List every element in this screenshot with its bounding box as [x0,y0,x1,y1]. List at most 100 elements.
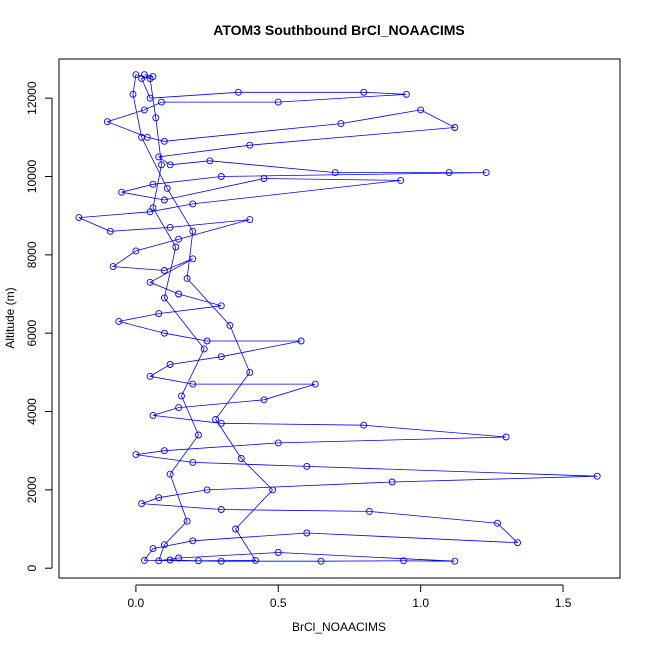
data-point [189,255,197,263]
data-point [365,507,373,515]
data-point [217,506,225,513]
data-point [246,368,254,376]
data-point [451,124,459,131]
data-point [146,372,154,380]
data-point [269,486,277,494]
data-point [189,380,197,388]
data-point [140,106,148,114]
data-point [149,411,157,419]
data-point [183,274,191,282]
data-point [388,478,396,486]
data-point [160,137,168,145]
data-point [274,549,282,556]
data-point [303,529,311,537]
data-point [146,75,154,83]
data-point [195,557,202,565]
data-point [297,337,305,345]
data-point [175,290,183,298]
data-point [158,98,165,106]
data-point [149,545,157,553]
data-point [234,88,242,96]
data-point [494,519,501,527]
data-point [172,243,180,251]
data-point [146,278,154,286]
y-tick-label: 6000 [25,320,39,347]
data-point [451,557,459,565]
data-point [103,118,111,126]
data-point [106,227,114,235]
y-tick-label: 12000 [25,81,39,115]
data-point [152,114,160,122]
data-point [118,188,126,196]
y-tick-label: 10000 [25,160,39,194]
x-axis: 0.0 0.5 1.0 1.5 [128,584,572,610]
data-point [217,302,225,310]
data-point [417,106,425,114]
data-point [337,120,345,128]
data-point [132,451,140,459]
data-point [217,353,225,361]
data-point [317,557,325,565]
x-axis-label: BrCl_NOAACIMS [292,620,386,634]
data-point [155,494,163,502]
data-point [217,419,225,427]
data-point [402,90,410,98]
data-point [252,556,259,564]
data-point [155,153,163,161]
data-point [138,75,146,83]
data-point [149,204,157,212]
data-point [175,235,183,243]
y-tick-label: 2000 [25,476,39,503]
data-point [155,557,163,565]
data-point [203,486,211,494]
data-point [217,557,225,565]
data-point [397,176,405,184]
data-point [183,517,191,525]
plot-area [58,58,621,579]
y-tick-label: 8000 [25,241,39,268]
data-point [260,175,268,182]
y-tick-label: 0 [25,565,39,572]
data-point [260,396,268,404]
data-point [175,554,183,562]
data-point [502,433,510,441]
data-point [360,88,368,96]
x-tick-label: 0.0 [128,596,145,610]
data-point [178,392,185,400]
data-point [482,169,490,177]
data-point [160,196,168,204]
data-point [146,94,154,102]
data-point [331,169,339,177]
y-tick-label: 4000 [25,398,39,425]
data-point [274,439,282,447]
series-line [78,74,598,562]
data-point [400,557,408,565]
chart-title: ATOM3 Southbound BrCl_NOAACIMS [213,22,464,38]
data-point [189,458,197,466]
data-point [109,263,117,271]
data-point [206,157,214,165]
data-point [166,470,174,478]
data-point [175,404,183,412]
data-point [132,71,140,79]
data-point [237,455,245,462]
y-axis: 0 2000 4000 6000 8000 10000 12000 [25,81,53,572]
data-point [200,345,208,353]
data-point [195,431,202,439]
data-point [226,321,234,329]
data-point [203,337,211,345]
series-layer [75,71,601,565]
data-point [166,361,174,368]
data-point [246,216,254,224]
data-point [160,329,168,337]
data-point [160,267,168,274]
data-point [160,541,168,549]
y-axis-label: Altitude (m) [3,287,17,348]
x-tick-label: 1.5 [555,596,572,610]
data-point [212,415,220,423]
x-tick-label: 1.0 [412,596,429,610]
data-point [160,294,168,302]
data-point [166,161,174,169]
data-point [360,421,368,429]
